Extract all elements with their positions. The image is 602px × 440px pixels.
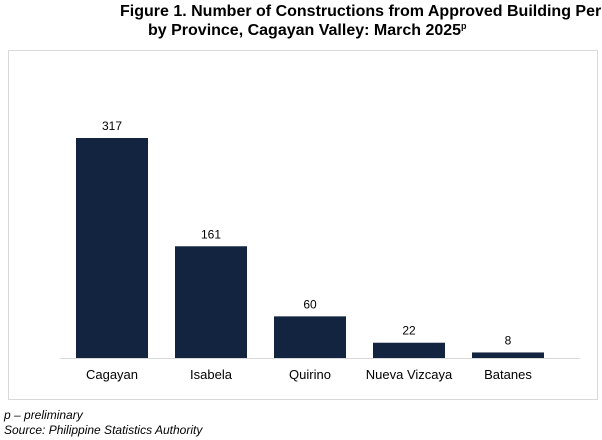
bar-quirino: [274, 316, 346, 358]
x-tick-label: Cagayan: [86, 367, 138, 382]
data-label: 60: [303, 297, 317, 311]
chart-title-line-2-text: by Province, Cagayan Valley: March 2025: [148, 22, 462, 39]
x-tick-label: Batanes: [484, 367, 532, 382]
x-tick-label: Nueva Vizcaya: [366, 367, 453, 382]
bar-nueva-vizcaya: [373, 342, 445, 358]
x-tick-label: Quirino: [289, 367, 331, 382]
chart-notes: p – preliminary Source: Philippine Stati…: [4, 408, 202, 438]
bar-batanes: [472, 352, 544, 358]
data-label: 22: [402, 324, 416, 338]
bar-cagayan: [76, 138, 148, 358]
x-tick-label: Isabela: [190, 367, 233, 382]
data-label: 317: [102, 119, 122, 133]
chart-title: Figure 1. Number of Constructions from A…: [120, 2, 602, 40]
chart-title-line-2: by Province, Cagayan Valley: March 2025p: [120, 21, 600, 40]
chart-area: [8, 50, 598, 400]
preliminary-superscript: p: [461, 21, 467, 31]
source-note: Source: Philippine Statistics Authority: [4, 423, 203, 437]
chart-title-line-1: Figure 1. Number of Constructions from A…: [120, 3, 602, 20]
bar-isabela: [175, 246, 247, 358]
data-label: 161: [201, 227, 221, 241]
preliminary-note: p – preliminary: [4, 408, 83, 422]
data-label: 8: [505, 333, 512, 347]
